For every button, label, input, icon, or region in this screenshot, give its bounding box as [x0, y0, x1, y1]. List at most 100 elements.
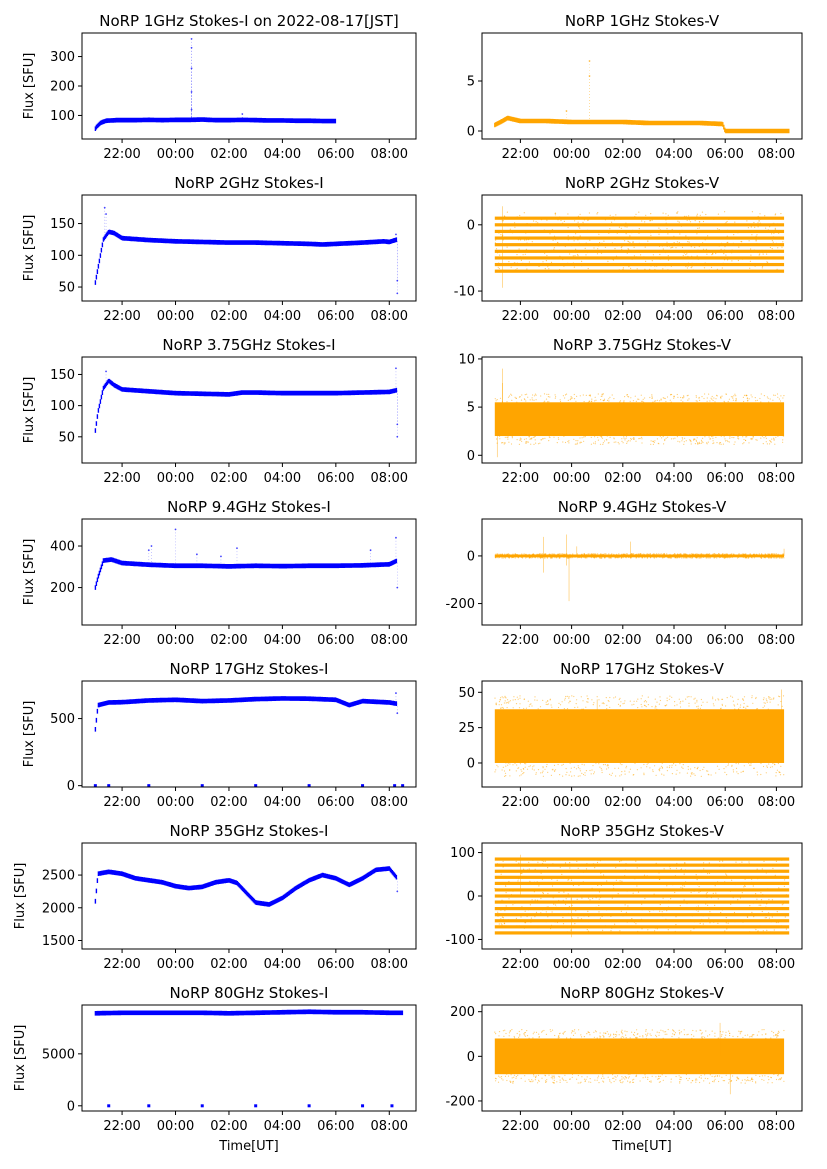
noise-point — [695, 396, 698, 398]
noise-point — [653, 893, 655, 895]
noise-point — [639, 1080, 641, 1082]
noise-point — [690, 267, 692, 269]
noise-point — [540, 219, 543, 221]
noise-point — [703, 1080, 705, 1082]
noise-point — [773, 871, 775, 873]
noise-point — [682, 764, 684, 766]
noise-point — [580, 441, 583, 443]
noise-point — [536, 553, 538, 555]
plot-area — [494, 206, 785, 288]
noise-point — [718, 1075, 721, 1077]
x-tick-label: 04:00 — [264, 309, 301, 324]
noise-point — [708, 250, 710, 252]
noise-point — [670, 438, 673, 440]
noise-point — [625, 233, 627, 235]
noise-point — [609, 228, 611, 230]
noise-point — [643, 256, 645, 258]
noise-point — [706, 400, 708, 402]
noise-point — [771, 1082, 773, 1084]
noise-point — [603, 240, 605, 242]
noise-point — [564, 908, 566, 910]
noise-point — [528, 868, 530, 870]
x-tick-label: 00:00 — [157, 795, 194, 810]
noise-point — [722, 224, 724, 226]
noise-point — [584, 1080, 587, 1082]
noise-point — [534, 699, 536, 701]
noise-point — [547, 906, 549, 908]
noise-point — [533, 881, 536, 883]
axes-frame — [481, 518, 803, 626]
noise-point — [518, 236, 520, 238]
noise-point — [726, 697, 728, 699]
noise-point — [630, 437, 632, 440]
noise-point — [757, 251, 759, 254]
noise-point — [619, 930, 621, 932]
noise-point — [600, 884, 603, 886]
noise-point — [714, 553, 716, 555]
noise-point — [693, 439, 695, 441]
noise-point — [695, 400, 697, 402]
x-tick-label: 22:00 — [103, 471, 140, 486]
noise-point — [518, 862, 520, 864]
panel-title: NoRP 17GHz Stokes-I — [170, 660, 329, 678]
noise-point — [505, 892, 507, 894]
noise-point — [719, 860, 721, 862]
y-tick-label: 0 — [467, 218, 475, 233]
noise-point — [693, 698, 695, 700]
noise-point — [725, 1031, 727, 1033]
noise-point — [521, 557, 523, 559]
noise-point — [513, 1037, 516, 1039]
noise-point — [729, 436, 731, 438]
noise-point — [748, 442, 750, 444]
noise-point — [647, 696, 649, 698]
noise-point — [507, 396, 510, 398]
noise-point — [737, 763, 740, 765]
noise-point — [658, 553, 660, 555]
noise-point — [602, 764, 605, 766]
quantized-level — [494, 223, 785, 227]
noise-point — [756, 242, 758, 245]
y-tick-label: 0 — [467, 549, 475, 564]
noise-point — [665, 237, 667, 239]
noise-point — [542, 892, 545, 895]
noise-point — [570, 397, 572, 399]
noise-point — [500, 704, 503, 706]
noise-point — [584, 557, 586, 559]
noise-point — [499, 438, 501, 440]
noise-point — [633, 774, 635, 776]
noise-point — [675, 773, 677, 775]
noise-point — [674, 437, 676, 439]
noise-point — [764, 223, 766, 225]
noise-point — [723, 900, 726, 902]
noise-point — [685, 440, 687, 442]
noise-point — [685, 265, 687, 268]
noise-point — [594, 443, 596, 445]
noise-point — [662, 248, 664, 250]
noise-point — [551, 557, 554, 559]
noise-point — [498, 232, 500, 234]
noise-point — [537, 222, 539, 224]
noise-point — [744, 439, 747, 441]
noise-point — [691, 266, 693, 268]
noise-point — [559, 1081, 561, 1083]
noise-point — [564, 1074, 566, 1076]
noise-point — [747, 876, 749, 878]
noise-point — [777, 1035, 779, 1037]
plot-area — [94, 528, 399, 590]
noise-point — [583, 270, 585, 272]
noise-point — [590, 773, 592, 775]
noise-point — [619, 775, 621, 777]
noise-point — [744, 885, 746, 887]
noise-point — [536, 699, 538, 701]
noise-point — [545, 906, 548, 909]
noise-point — [727, 764, 729, 766]
noise-point — [644, 897, 646, 900]
noise-point — [582, 919, 584, 922]
noise-point — [653, 557, 656, 559]
noise-point — [708, 553, 710, 555]
noise-point — [605, 1032, 607, 1035]
noise-point — [649, 556, 652, 559]
noise-point — [694, 1079, 697, 1081]
x-tick-label: 00:00 — [553, 1119, 590, 1134]
noise-point — [501, 557, 503, 559]
